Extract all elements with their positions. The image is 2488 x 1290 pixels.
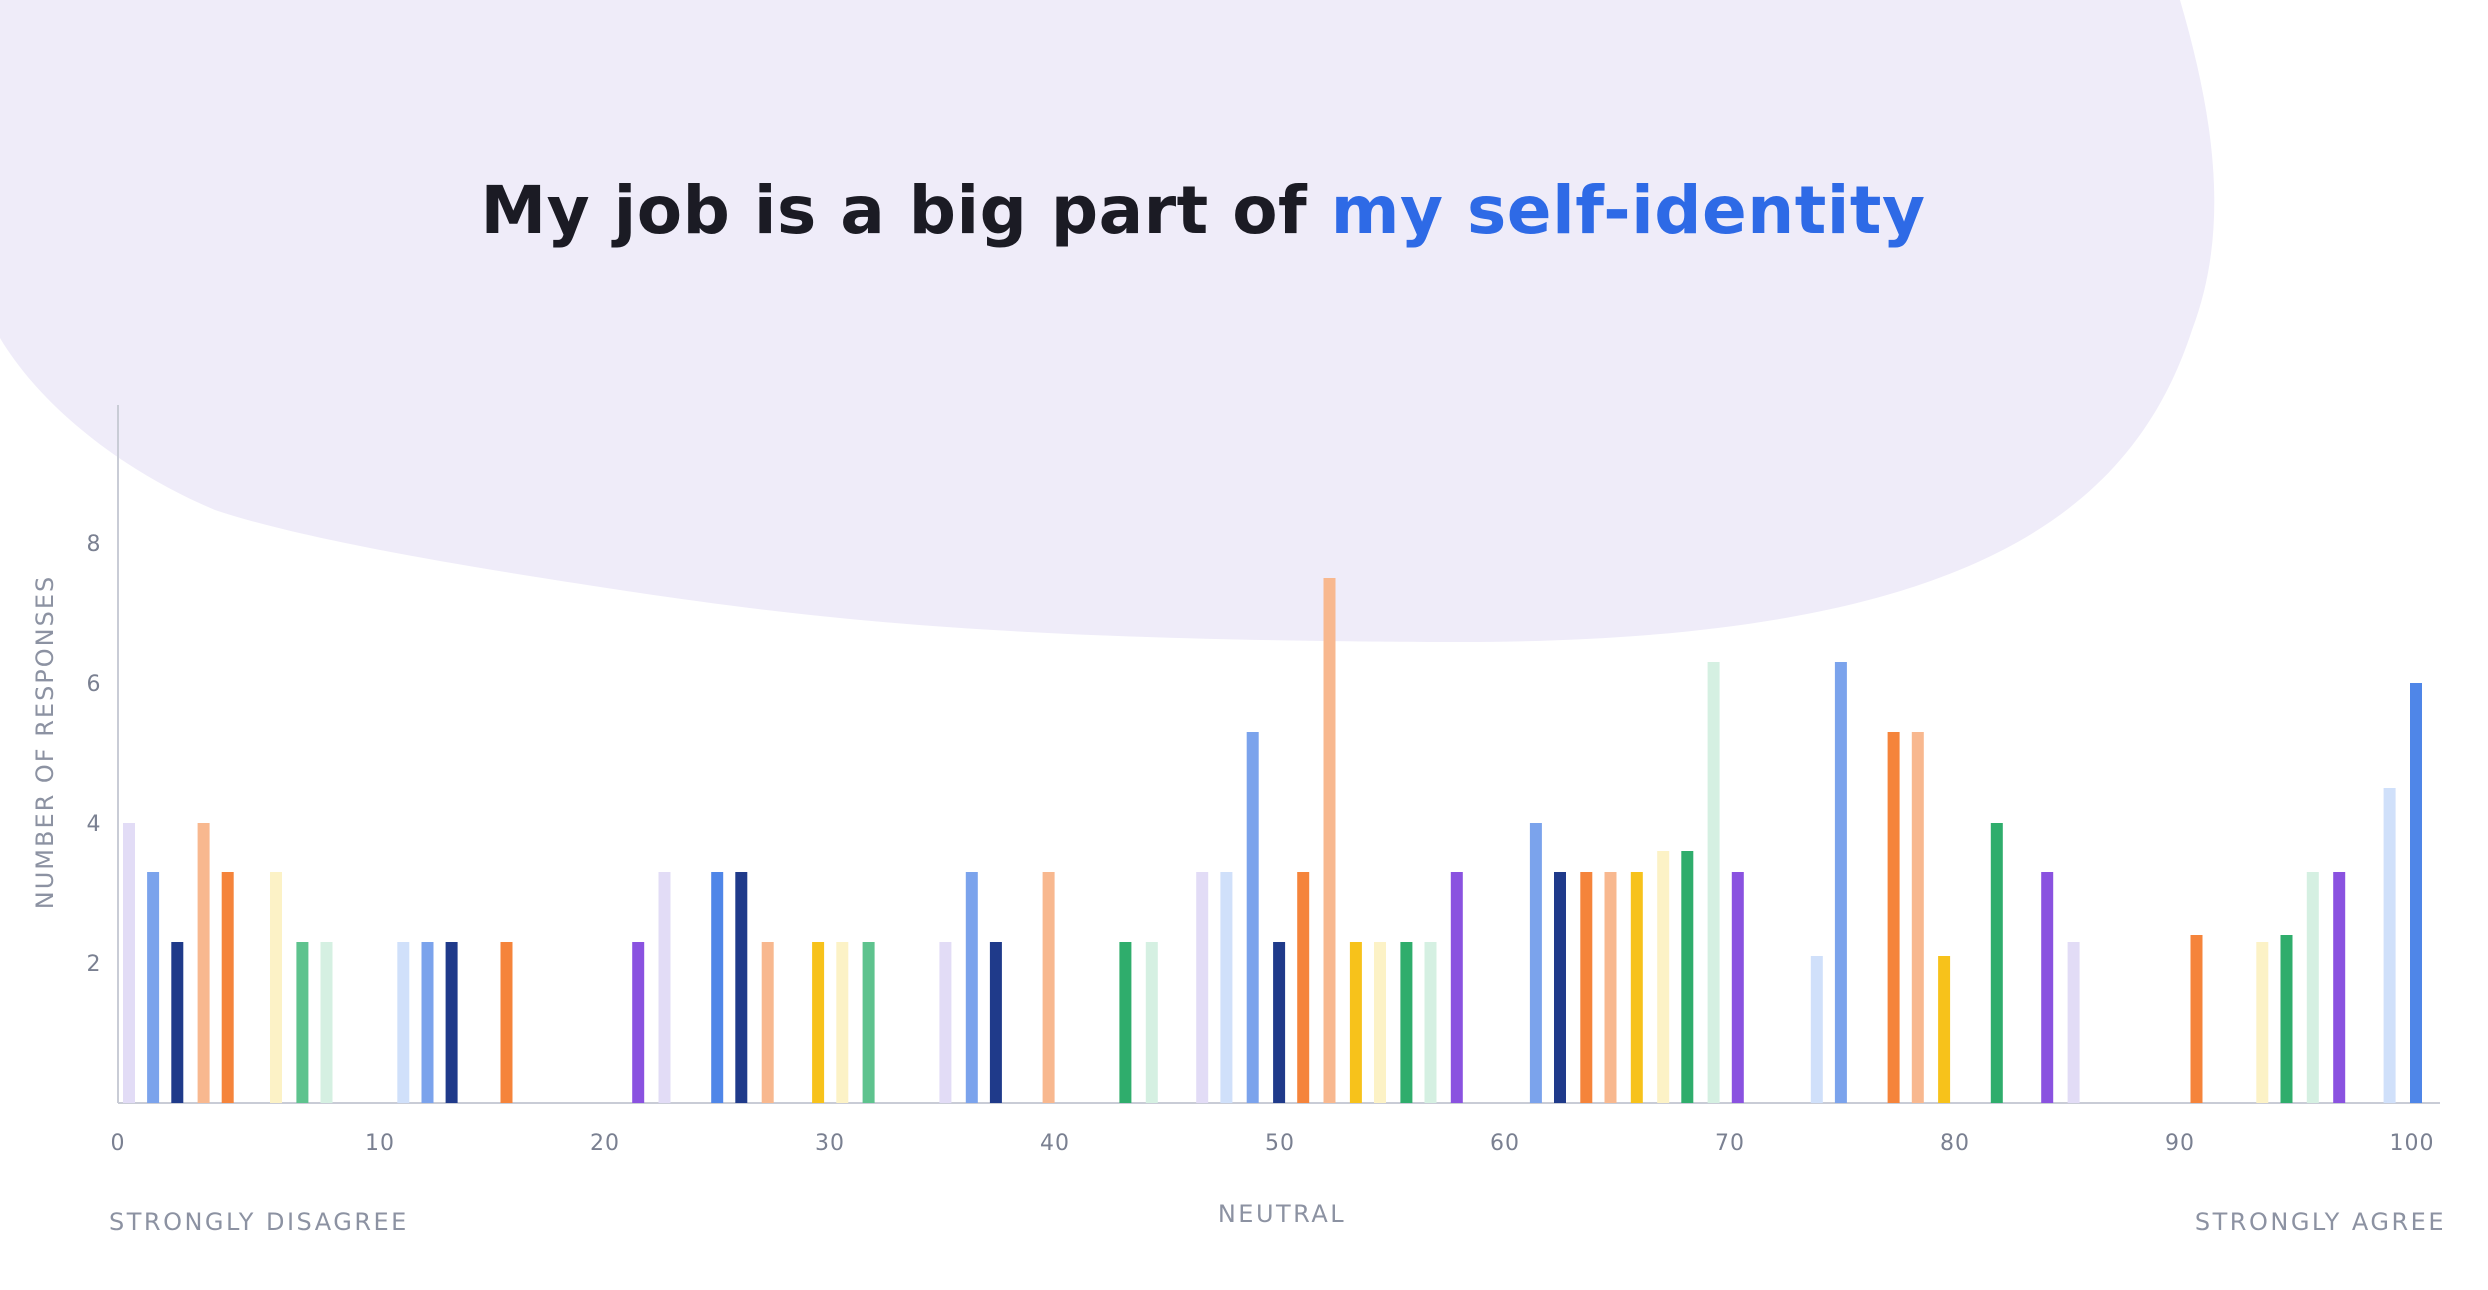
bar-52 [2041,872,2054,1103]
scale-label-strongly-disagree: STRONGLY DISAGREE [109,1208,409,1236]
x-tick-label: 60 [1490,1131,1520,1156]
title-main: My job is a big part of [480,172,1331,249]
bar-51 [1990,823,2003,1103]
bar-47 [1834,662,1847,1103]
bar-7 [320,942,333,1103]
bar-32 [1349,942,1362,1103]
bar-19 [862,942,875,1103]
y-tick-labels: 2 4 6 8 [87,532,102,977]
bar-31 [1323,578,1336,1103]
bar-10 [445,942,458,1103]
bar-20 [939,942,952,1103]
bar-6 [296,942,309,1103]
bar-35 [1424,942,1437,1103]
bar-16 [761,942,774,1103]
title-highlight: my self-identity [1330,172,1926,249]
bar-45 [1731,872,1744,1103]
bar-49 [1911,732,1924,1103]
bar-59 [2383,788,2396,1103]
x-tick-label: 80 [1940,1131,1970,1156]
bar-34 [1400,942,1413,1103]
scale-label-strongly-agree: STRONGLY AGREE [2194,1208,2446,1236]
bar-27 [1220,872,1233,1103]
bars [123,578,2422,1103]
bar-41 [1630,872,1643,1103]
bar-58 [2333,872,2346,1103]
bar-29 [1273,942,1286,1103]
bar-3 [197,823,210,1103]
x-tick-label: 50 [1265,1131,1295,1156]
bar-14 [711,872,724,1103]
bar-60 [2410,683,2422,1103]
y-axis-title: NUMBER OF RESPONSES [31,575,59,910]
bar-38 [1554,872,1566,1103]
bar-37 [1529,823,1542,1103]
bar-13 [658,872,671,1103]
bar-24 [1119,942,1132,1103]
bar-28 [1246,732,1259,1103]
bar-0 [123,823,135,1103]
bar-55 [2256,942,2269,1103]
bar-4 [221,872,234,1103]
bar-54 [2190,935,2203,1103]
bar-5 [270,872,282,1103]
x-tick-label: 20 [590,1131,620,1156]
y-tick-label: 8 [87,532,102,557]
y-tick-label: 2 [87,952,102,977]
x-tick-label: 10 [365,1131,395,1156]
bar-12 [632,942,645,1103]
x-tick-label: 30 [815,1131,845,1156]
x-tick-label: 90 [2165,1131,2195,1156]
scale-label-neutral: NEUTRAL [1217,1200,1347,1228]
bar-26 [1196,872,1209,1103]
x-tick-label: 100 [2390,1131,2435,1156]
bar-44 [1707,662,1720,1103]
bar-30 [1297,872,1310,1103]
bar-40 [1604,872,1617,1103]
bar-21 [965,872,978,1103]
y-tick-label: 6 [87,672,102,697]
bar-8 [397,942,410,1103]
bar-9 [421,942,434,1103]
bar-50 [1938,956,1951,1103]
bar-23 [1042,872,1055,1103]
bar-11 [500,942,513,1103]
bar-46 [1810,956,1823,1103]
bar-25 [1145,942,1158,1103]
y-tick-label: 4 [87,812,102,837]
bar-2 [171,942,184,1103]
bar-39 [1580,872,1593,1103]
bar-48 [1887,732,1900,1103]
bar-36 [1450,872,1463,1103]
bar-43 [1681,851,1694,1103]
bar-17 [812,942,825,1103]
bar-22 [989,942,1002,1103]
x-tick-label: 0 [111,1131,126,1156]
chart-title: My job is a big part of my self-identity [0,172,2406,249]
bar-56 [2280,935,2293,1103]
bar-53 [2067,942,2080,1103]
x-tick-labels: 0 10 20 30 40 50 60 70 80 90 100 [111,1131,2435,1156]
bar-42 [1657,851,1670,1103]
bar-57 [2306,872,2319,1103]
bar-1 [147,872,160,1103]
x-tick-label: 40 [1040,1131,1070,1156]
x-tick-label: 70 [1715,1131,1745,1156]
bar-18 [836,942,849,1103]
bar-33 [1374,942,1386,1103]
bar-15 [735,872,748,1103]
